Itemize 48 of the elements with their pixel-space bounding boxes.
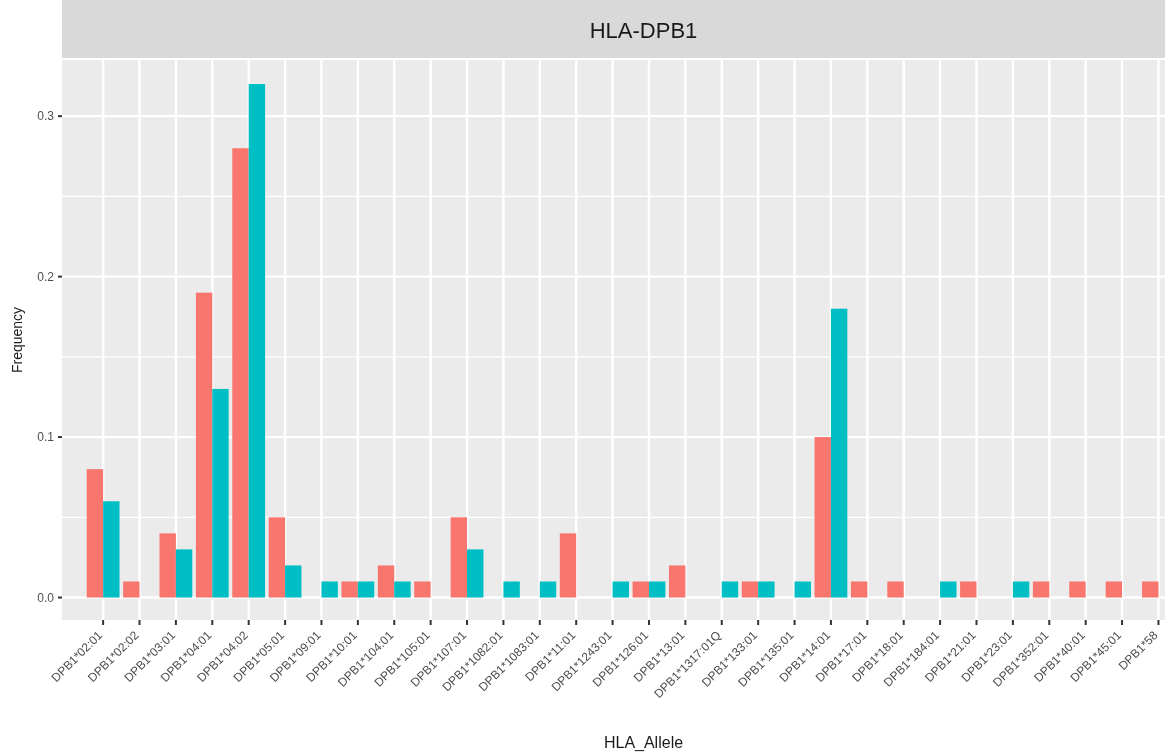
- bar: [721, 581, 739, 598]
- bar: [285, 565, 302, 598]
- y-tick-label: 0.2: [37, 269, 55, 284]
- bar: [794, 581, 811, 598]
- y-axis-title: Frequency: [9, 306, 25, 374]
- bar: [357, 581, 375, 598]
- bar: [1142, 581, 1159, 598]
- bar: [940, 581, 957, 598]
- bar: [1012, 581, 1030, 598]
- bar: [159, 533, 176, 598]
- y-tick-label: 0.1: [37, 430, 55, 445]
- bar: [632, 581, 649, 598]
- x-axis-title: HLA_Allele: [603, 734, 684, 752]
- bar: [321, 581, 338, 598]
- bar: [960, 581, 977, 598]
- bar: [539, 581, 557, 598]
- bar: [450, 517, 468, 598]
- bar: [377, 565, 395, 598]
- bar: [830, 308, 848, 598]
- bar: [758, 581, 775, 598]
- bar: [394, 581, 411, 598]
- bar: [887, 581, 904, 598]
- bar: [1105, 581, 1123, 598]
- bar: [612, 581, 629, 598]
- bar: [559, 533, 577, 598]
- bar: [1032, 581, 1050, 598]
- bar: [741, 581, 759, 598]
- bar: [232, 148, 249, 598]
- bar: [850, 581, 868, 598]
- chart-title: HLA-DPB1: [589, 18, 698, 43]
- bar: [341, 581, 358, 598]
- bar: [212, 388, 229, 598]
- bar: [503, 581, 520, 598]
- bar: [467, 549, 484, 598]
- bar: [248, 84, 266, 598]
- y-tick-label: 0.3: [37, 109, 55, 124]
- bar: [123, 581, 140, 598]
- bar: [268, 517, 286, 598]
- bar: [668, 565, 686, 598]
- bar: [175, 549, 193, 598]
- bar: [648, 581, 666, 598]
- bar: [103, 501, 120, 598]
- bar: [814, 437, 831, 598]
- bar: [195, 292, 213, 598]
- y-tick-label: 0.0: [37, 590, 55, 605]
- bar: [86, 469, 104, 598]
- bar: [414, 581, 431, 598]
- bar: [1069, 581, 1086, 598]
